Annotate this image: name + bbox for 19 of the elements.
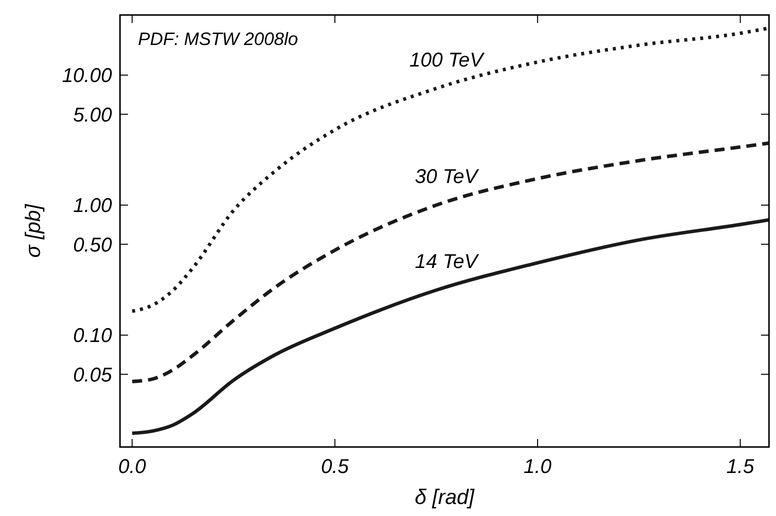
y-tick-label: 0.50	[73, 234, 112, 256]
line-series	[130, 141, 769, 384]
x-tick-label: 0.0	[118, 456, 146, 478]
series-label: 14 TeV	[414, 251, 480, 274]
line-series	[130, 218, 769, 436]
y-tick-label: 5.00	[73, 104, 112, 126]
x-tick-label: 1.5	[726, 456, 756, 478]
y-tick-label: 1.00	[73, 195, 112, 218]
x-tick-label: 1.0	[524, 456, 552, 478]
x-axis-title: δ [rad]	[414, 486, 476, 509]
annotation: PDF: MSTW 2008lo	[138, 29, 298, 49]
y-tick-label: 0.05	[73, 364, 113, 386]
y-tick-label: 10.00	[62, 65, 112, 88]
x-tick-label: 0.5	[320, 456, 350, 478]
series-label: 100 TeV	[409, 49, 485, 72]
series-label: 30 TeV	[414, 166, 480, 188]
y-tick-label: 0.10	[73, 325, 112, 348]
line-series	[130, 26, 769, 313]
y-axis-title: σ [pb]	[22, 203, 45, 258]
